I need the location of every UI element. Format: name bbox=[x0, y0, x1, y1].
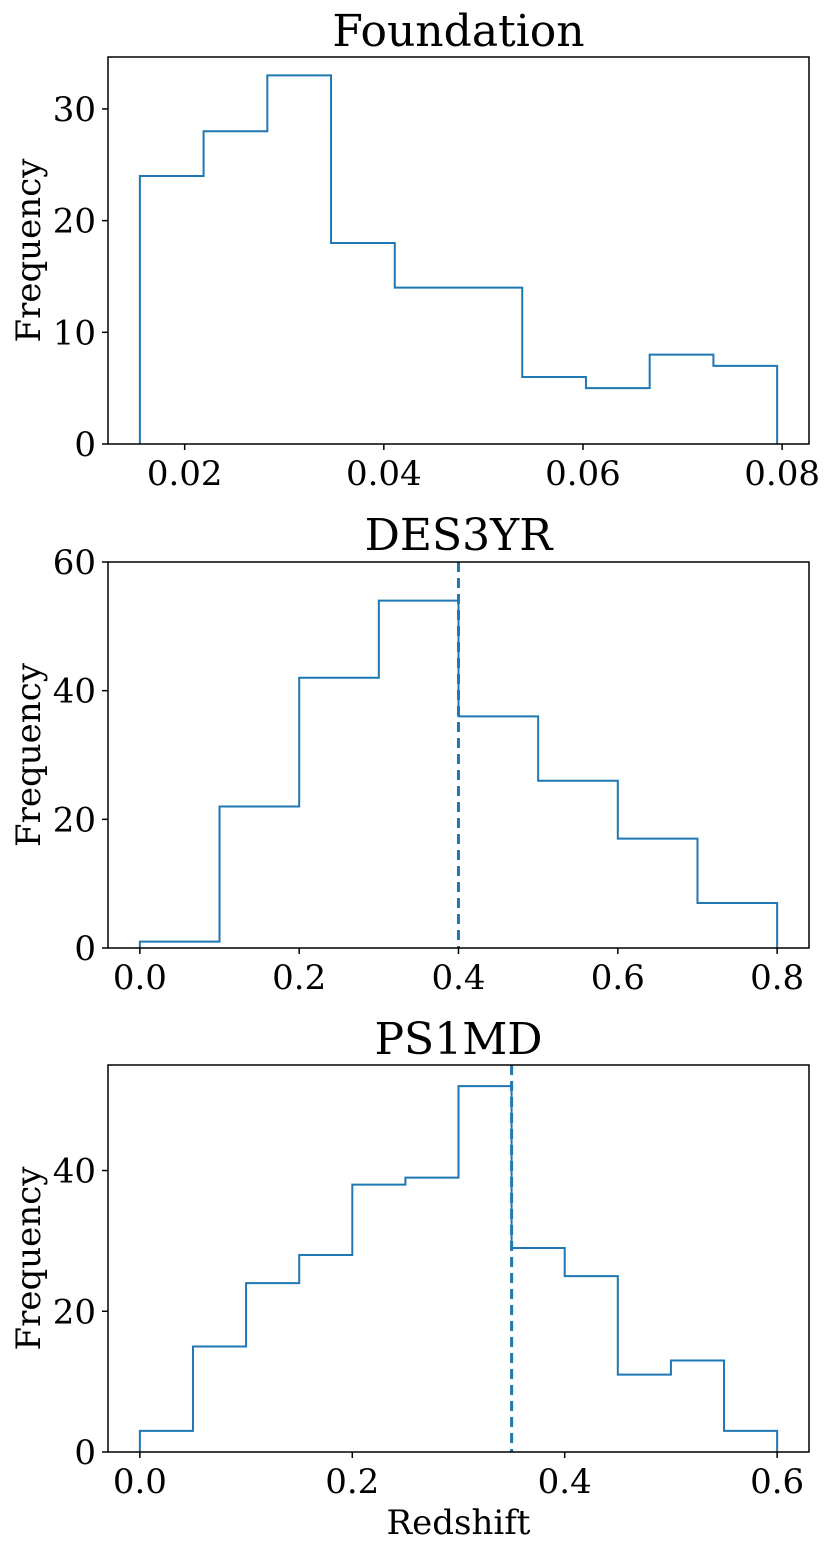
y-tick-label: 40 bbox=[53, 672, 96, 712]
x-tick-label: 0.04 bbox=[346, 454, 422, 494]
x-tick-label: 0.4 bbox=[431, 958, 485, 998]
histogram-bar bbox=[538, 781, 618, 948]
x-tick-label: 0.4 bbox=[538, 1462, 592, 1502]
y-axis-label: Frequency bbox=[9, 662, 49, 847]
histogram-bar bbox=[220, 806, 300, 948]
histogram-bar bbox=[352, 1185, 405, 1452]
plot-frame bbox=[107, 1064, 810, 1453]
y-tick-label: 20 bbox=[53, 800, 96, 840]
histogram-bar bbox=[459, 1086, 512, 1452]
histogram-bar bbox=[379, 601, 459, 948]
histogram-bar bbox=[331, 243, 395, 444]
histogram-bars bbox=[138, 74, 779, 444]
x-tick-label: 0.6 bbox=[591, 958, 645, 998]
histogram-bars bbox=[138, 1085, 779, 1452]
histogram-bar bbox=[697, 903, 777, 948]
x-tick-label: 0.08 bbox=[744, 454, 820, 494]
histogram-bar bbox=[459, 716, 539, 948]
y-tick-label: 0 bbox=[74, 929, 96, 969]
x-tick-label: 0.0 bbox=[113, 958, 167, 998]
y-tick-label: 0 bbox=[74, 425, 96, 465]
chart-title: Foundation bbox=[332, 6, 584, 57]
x-tick-label: 0.06 bbox=[545, 454, 621, 494]
x-tick-label: 0.02 bbox=[147, 454, 223, 494]
histogram-bar bbox=[650, 355, 714, 444]
histogram-bar bbox=[512, 1248, 565, 1452]
panel-des3yr: DES3YR 0.0 0.2 0.4 0.6 0.8 0 20 40 60 Frequency bbox=[9, 510, 810, 998]
histogram-bar bbox=[299, 678, 379, 948]
histogram-bar bbox=[299, 1255, 352, 1452]
chart-title: PS1MD bbox=[374, 1014, 542, 1065]
histogram-bar bbox=[204, 131, 268, 444]
histogram-bar bbox=[395, 288, 459, 444]
histogram-bar bbox=[140, 176, 204, 444]
chart-title: DES3YR bbox=[365, 510, 555, 561]
y-tick-label: 60 bbox=[53, 543, 96, 583]
x-tick-label: 0.2 bbox=[325, 1462, 379, 1502]
histogram-bar bbox=[140, 1431, 193, 1452]
y-tick-label: 10 bbox=[53, 313, 96, 353]
histogram-bar bbox=[671, 1361, 724, 1452]
x-tick-label: 0.8 bbox=[750, 958, 804, 998]
y-axis-label: Frequency bbox=[9, 158, 49, 343]
histogram-bar bbox=[522, 377, 586, 444]
y-tick-label: 40 bbox=[53, 1152, 96, 1192]
histogram-bar bbox=[405, 1178, 458, 1452]
histogram-bar bbox=[193, 1346, 246, 1452]
x-axis-label: Redshift bbox=[387, 1503, 531, 1543]
histogram-bar bbox=[713, 366, 777, 444]
y-tick-label: 0 bbox=[74, 1433, 96, 1473]
histogram-bar bbox=[618, 1375, 671, 1452]
x-tick-label: 0.0 bbox=[113, 1462, 167, 1502]
histogram-bar bbox=[140, 942, 220, 948]
y-axis-label: Frequency bbox=[9, 1166, 49, 1351]
histogram-bar bbox=[459, 288, 523, 444]
y-tick-label: 20 bbox=[53, 202, 96, 242]
histogram-bar bbox=[586, 388, 650, 444]
histogram-bar bbox=[246, 1283, 299, 1452]
y-tick-label: 20 bbox=[53, 1292, 96, 1332]
histogram-bar bbox=[724, 1431, 777, 1452]
histogram-bar bbox=[565, 1276, 618, 1452]
plot-frame bbox=[107, 56, 810, 445]
panel-foundation: Foundation 0.02 0.04 0.06 0.08 0 10 20 30Frequen… bbox=[9, 6, 820, 494]
histogram-bar bbox=[618, 839, 698, 948]
histogram-bar bbox=[267, 75, 331, 444]
y-tick-label: 30 bbox=[53, 90, 96, 130]
x-tick-label: 0.6 bbox=[750, 1462, 804, 1502]
x-tick-label: 0.2 bbox=[272, 958, 326, 998]
